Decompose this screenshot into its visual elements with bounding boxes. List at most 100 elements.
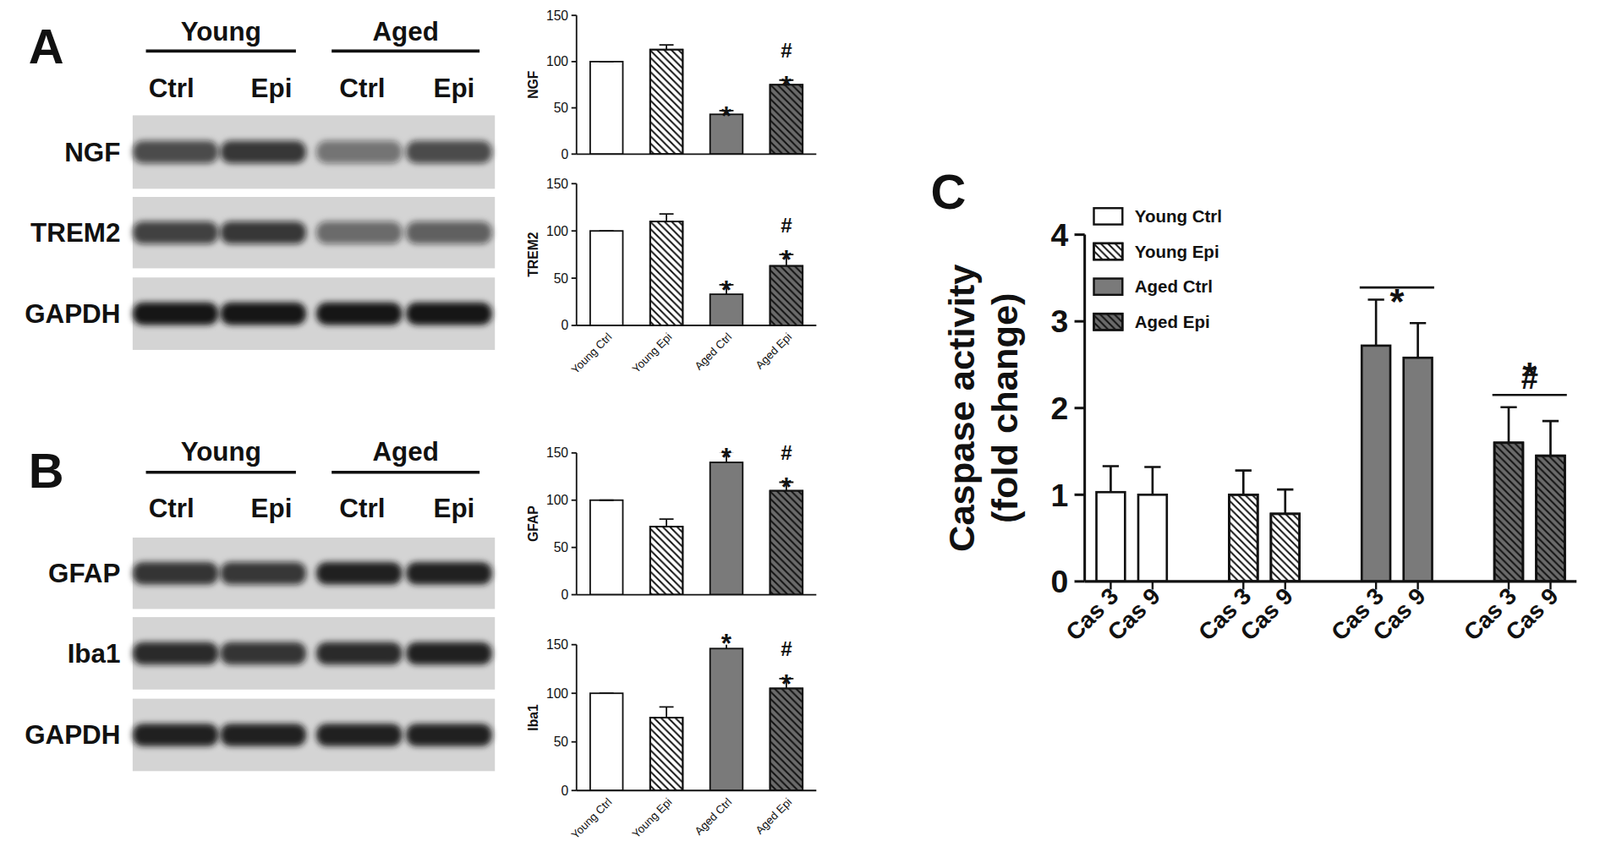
blot-band xyxy=(316,642,402,666)
significance: # xyxy=(780,213,793,237)
blot-membrane xyxy=(132,277,495,351)
row-label: TREM2 xyxy=(30,218,121,248)
y-tick-label: 100 xyxy=(546,686,569,702)
blot-band xyxy=(132,141,219,165)
significance: * xyxy=(781,71,793,101)
y-tick-label: 0 xyxy=(560,147,569,162)
group-label: Young xyxy=(180,16,262,47)
error-bar xyxy=(1276,489,1294,515)
x-axis xyxy=(576,594,817,597)
blot-band xyxy=(220,642,307,666)
bar-hatch xyxy=(1271,514,1300,582)
bar-hatch xyxy=(770,491,804,596)
x-tick-label: Cas 9 xyxy=(1367,583,1431,647)
blot-band xyxy=(316,141,402,165)
x-axis xyxy=(576,324,817,327)
y-axis-label: GFAP xyxy=(526,505,541,543)
y-tick-label: 50 xyxy=(553,734,570,750)
blot-band xyxy=(132,302,219,326)
significance: * xyxy=(781,245,793,275)
significance: # xyxy=(780,637,793,661)
y-tick xyxy=(571,499,577,502)
y-tick xyxy=(571,644,577,647)
blot-band xyxy=(316,723,402,747)
y-tick-label: 0 xyxy=(560,317,569,333)
group-line xyxy=(146,471,296,475)
lane-label: Ctrl xyxy=(148,73,195,104)
bar xyxy=(710,462,744,596)
blot-band xyxy=(316,221,402,245)
significance: * xyxy=(721,443,733,473)
y-tick-label: 150 xyxy=(546,445,569,461)
y-tick xyxy=(571,14,577,17)
legend-swatch xyxy=(1094,208,1124,225)
bar xyxy=(590,61,624,154)
y-tick-label: 150 xyxy=(546,176,569,192)
y-tick xyxy=(571,547,577,549)
bar xyxy=(1271,514,1300,582)
x-axis xyxy=(576,789,817,792)
significance: # xyxy=(780,38,793,62)
y-tick xyxy=(1074,406,1085,410)
y-tick xyxy=(1074,580,1085,583)
y-tick-label: 50 xyxy=(553,540,570,555)
bar-hatch xyxy=(650,526,684,596)
error-bar xyxy=(1500,407,1517,444)
bar xyxy=(650,221,684,326)
blot-band xyxy=(132,221,219,245)
blot-band xyxy=(220,302,307,326)
y-tick xyxy=(571,452,577,455)
bar-hatch xyxy=(770,266,804,326)
lane-label: Ctrl xyxy=(339,493,385,524)
group-label: Aged xyxy=(372,16,439,47)
bar-hatch xyxy=(650,49,684,155)
error-bar xyxy=(659,44,674,50)
bar xyxy=(1228,494,1258,582)
y-tick-label: 50 xyxy=(553,100,570,116)
error-bar xyxy=(599,60,614,63)
blot-band xyxy=(405,562,492,586)
figure: ABCYoungAgedCtrlEpiCtrlEpiNGFTREM2GAPDHY… xyxy=(0,0,1600,863)
chart: 050100150TREM2Young CtrlYoung EpiAged Ct… xyxy=(526,176,817,377)
bar xyxy=(650,526,684,596)
lane-label: Epi xyxy=(433,493,476,524)
blot-band xyxy=(405,141,492,165)
group-label: Aged xyxy=(372,437,439,467)
y-tick-label: 150 xyxy=(546,8,569,23)
blot-band xyxy=(405,642,492,666)
error-bar xyxy=(1542,421,1559,456)
bar-hatch xyxy=(650,717,684,791)
blot-band xyxy=(220,562,307,586)
error-bar xyxy=(599,230,614,232)
marks xyxy=(590,453,803,596)
legend-hatch xyxy=(1094,243,1124,260)
bar xyxy=(770,688,804,791)
panel-label: B xyxy=(28,443,65,499)
bar xyxy=(650,717,684,791)
bar xyxy=(590,500,624,596)
panel-label: A xyxy=(28,19,65,74)
chart: 050100150GFAP**# xyxy=(526,441,817,603)
bar xyxy=(590,693,624,791)
x-tick-label: Aged Ctrl xyxy=(692,795,735,839)
bar xyxy=(770,266,804,326)
x-tick-label: Young Epi xyxy=(629,795,674,841)
panel-label: C xyxy=(930,164,966,220)
row-label: Iba1 xyxy=(67,639,121,669)
blot-band xyxy=(405,723,492,747)
y-tick xyxy=(1074,320,1085,324)
error-bar xyxy=(659,213,674,222)
x-tick-label: Aged Epi xyxy=(753,795,795,838)
y-tick xyxy=(571,324,577,327)
error-bar xyxy=(599,692,614,695)
significance: * xyxy=(1522,354,1537,395)
blot-band xyxy=(405,302,492,326)
y-tick-label: 100 xyxy=(546,54,569,69)
y-tick-label: 4 xyxy=(1051,217,1069,253)
y-tick-label: 50 xyxy=(553,271,570,286)
group-line xyxy=(331,471,480,475)
error-bar xyxy=(659,706,674,718)
y-axis xyxy=(575,645,578,792)
group-label: Young xyxy=(180,437,262,467)
significance: * xyxy=(721,275,733,306)
